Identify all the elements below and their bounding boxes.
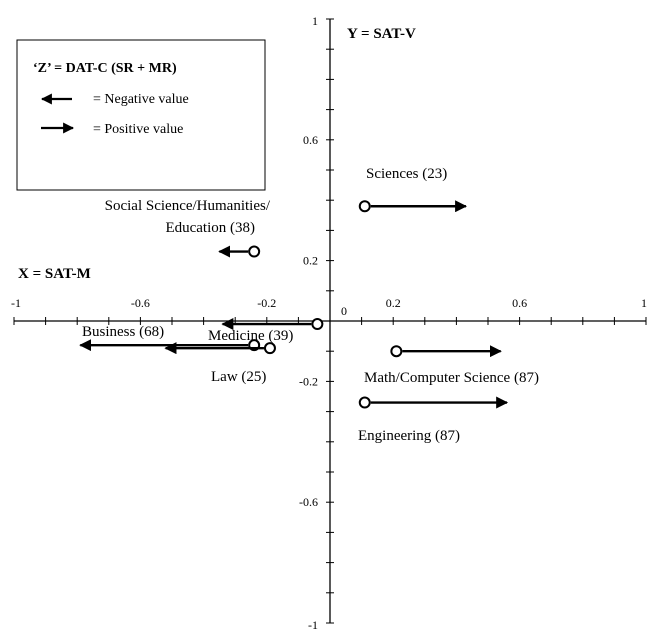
- x-tick-label: 0.2: [386, 296, 401, 310]
- data-point: [358, 200, 371, 213]
- x-tick-label: -1: [11, 296, 21, 310]
- x-tick-label: 0: [341, 304, 347, 318]
- point-label: Social Science/Humanities/: [105, 198, 271, 214]
- y-tick-label: 0.6: [303, 133, 318, 147]
- y-tick-label: -0.2: [299, 374, 318, 388]
- x-tick-label: -0.6: [131, 296, 150, 310]
- legend-negative-label: = Negative value: [93, 92, 189, 107]
- x-tick-label: -0.2: [257, 296, 276, 310]
- point-label: Business (68): [82, 324, 164, 340]
- x-tick-label: 0.6: [512, 296, 527, 310]
- data-point: [390, 345, 403, 358]
- point-label: Math/Computer Science (87): [364, 370, 539, 386]
- y-tick-label: -1: [308, 618, 318, 631]
- legend-title: ‘Z’ = DAT-C (SR + MR): [33, 61, 177, 76]
- point-label: Education (38): [165, 220, 255, 236]
- data-point: [358, 396, 371, 409]
- y-axis-title: Y = SAT-V: [347, 26, 416, 42]
- point-label: Medicine (39): [208, 328, 293, 344]
- data-point: [311, 318, 324, 331]
- y-tick-label: 1: [312, 14, 318, 28]
- data-point: [248, 245, 261, 258]
- x-axis-title: X = SAT-M: [18, 266, 91, 282]
- point-label: Sciences (23): [366, 166, 447, 182]
- legend-positive-label: = Positive value: [93, 122, 183, 137]
- point-label: Law (25): [211, 369, 266, 385]
- data-marks: [79, 200, 509, 409]
- legend-box: [16, 39, 266, 191]
- x-tick-label: 1: [641, 296, 647, 310]
- legend: ‘Z’ = DAT-C (SR + MR) = Negative value =…: [16, 39, 266, 191]
- axis-ticks: -1 -0.6 -0.2 0 0.2 0.6 1 1 0.6 0.2 -0.2 -0.6 -1: [11, 14, 647, 631]
- y-tick-label: -0.6: [299, 495, 318, 509]
- point-label: Engineering (87): [358, 428, 460, 444]
- data-labels: X = SAT-M Y = SAT-V Sciences (23) Social Sc…: [18, 26, 539, 444]
- y-tick-label: 0.2: [303, 254, 318, 268]
- data-point: [263, 342, 276, 355]
